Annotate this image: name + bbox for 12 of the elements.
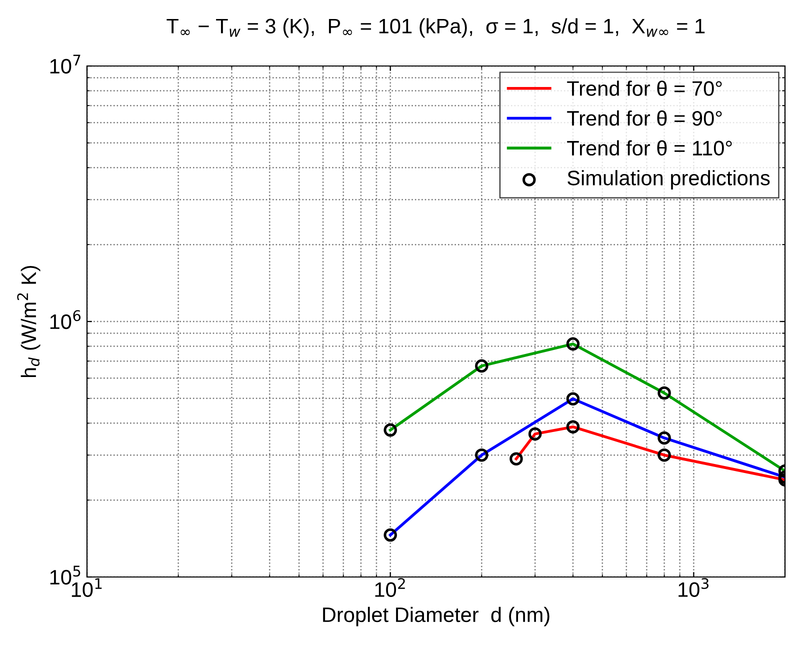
- y-tick-label: 10$^{7}$: [50, 54, 80, 74]
- legend-label: Simulation predictions: [568, 170, 770, 190]
- chart-title: T$_{∞}$ − T$_{w}$ = 3 (K), P$_{∞}$ = 101 (kPa), σ = 1, s/d = 1, X$_{w∞}$ = 1: [166, 18, 705, 38]
- x-tick-label: 10$^{3}$: [678, 578, 708, 598]
- x-tick-label: 10$^{1}$: [72, 578, 102, 598]
- y-tick-label: 10$^{6}$: [50, 310, 81, 330]
- y-axis-title: h$_{d}$ (W/m$^{2}$ K): [17, 266, 40, 378]
- x-tick-label: 10$^{2}$: [375, 578, 405, 598]
- x-axis-title: Droplet Diameter d (nm): [323, 606, 550, 626]
- legend-label: Trend for θ = 90°: [567, 110, 722, 126]
- legend-label: Trend for θ = 70°: [567, 80, 722, 96]
- legend-label: Trend for θ = 110°: [567, 140, 732, 156]
